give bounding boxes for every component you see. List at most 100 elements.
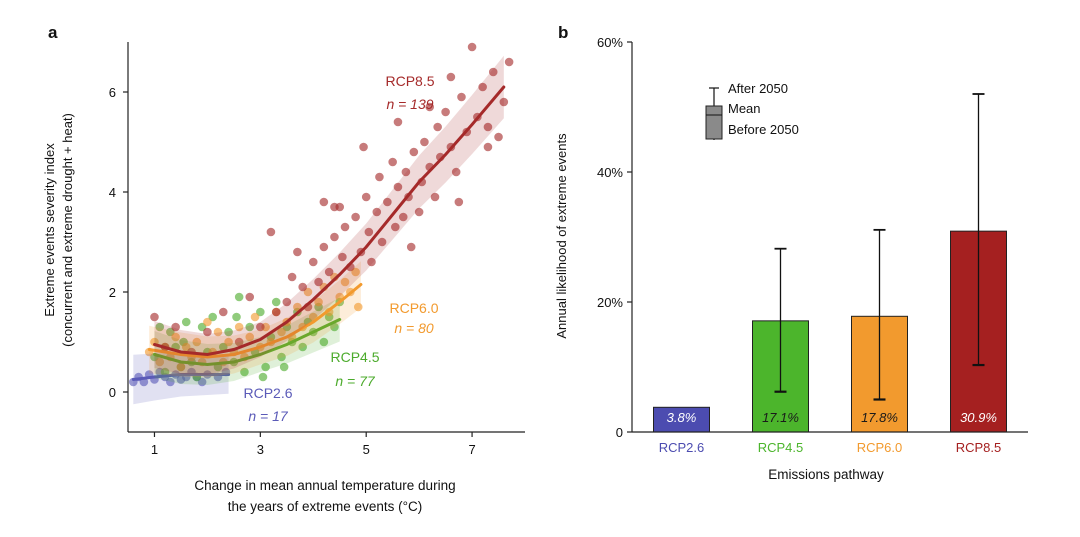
y-tick-label: 60% (597, 35, 623, 50)
scatter-point-rcp85 (478, 82, 487, 92)
scatter-point-rcp85 (504, 57, 514, 67)
scatter-point-rcp45 (330, 322, 339, 332)
scatter-point-rcp85 (388, 157, 397, 167)
y-tick-label: 2 (109, 285, 116, 300)
x-ticks-a: 1 3 5 7 (151, 432, 476, 457)
series-name-label: RCP4.5 (330, 349, 379, 365)
scatter-point-rcp60 (353, 302, 363, 312)
scatter-point-rcp45 (298, 342, 307, 352)
scatter-point-rcp60 (224, 337, 233, 347)
scatter-point-rcp45 (181, 317, 191, 327)
series-n-label: n = 80 (394, 320, 434, 336)
scatter-point-rcp60 (213, 327, 223, 337)
panel-b-label: b (558, 23, 568, 42)
scatter-point-rcp45 (234, 292, 244, 302)
x-category-label: RCP2.6 (659, 440, 705, 455)
x-tick-label: 5 (363, 442, 370, 457)
scatter-point-rcp85 (383, 197, 392, 207)
scatter-point-rcp85 (271, 307, 281, 317)
scatter-point-rcp85 (375, 172, 384, 182)
panel-a-label: a (48, 23, 58, 42)
scatter-point-rcp85 (330, 232, 339, 242)
scatter-point-rcp85 (406, 242, 416, 252)
bar-value-label: 3.8% (667, 410, 697, 425)
scatter-point-rcp85 (414, 207, 424, 217)
y-axis-label-line2: (concurrent and extreme drought + heat) (60, 113, 75, 347)
scatter-point-rcp60 (192, 337, 202, 347)
scatter-point-rcp85 (393, 117, 403, 127)
fit-line-rcp85 (153, 85, 506, 357)
scatter-point-rcp85 (150, 312, 159, 322)
scatter-point-rcp85 (377, 237, 387, 247)
series-n-label: n = 77 (335, 373, 376, 389)
scatter-point-rcp85 (425, 102, 435, 112)
scatter-point-rcp85 (314, 277, 323, 287)
scatter-panel: 0 2 4 6 1 3 5 7 RCP2.6 n = 17 RCP4.5 n = 77 RCP6.0… (42, 42, 525, 514)
scatter-point-rcp60 (176, 362, 186, 372)
bar-value-labels: 3.8% 17.1% 17.8% 30.9% (667, 410, 997, 425)
x-axis-label-b: Emissions pathway (768, 467, 884, 482)
scatter-point-rcp60 (203, 317, 212, 327)
scatter-point-rcp85 (245, 292, 255, 302)
scatter-point-rcp85 (499, 97, 509, 107)
x-tick-label: 7 (468, 442, 475, 457)
legend-mean: Mean (728, 101, 761, 116)
scatter-point-rcp45 (155, 322, 165, 332)
scatter-point-rcp85 (308, 257, 318, 267)
series-n-label: n = 139 (386, 96, 433, 112)
scatter-point-rcp85 (319, 197, 329, 207)
x-category-label: RCP8.5 (956, 440, 1002, 455)
scatter-point-rcp85 (393, 182, 403, 192)
scatter-point-rcp45 (271, 297, 281, 307)
scatter-point-rcp45 (277, 352, 286, 362)
scatter-point-rcp60 (155, 357, 165, 367)
scatter-point-rcp85 (409, 147, 419, 157)
x-category-label: RCP6.0 (857, 440, 903, 455)
scatter-point-rcp85 (451, 167, 461, 177)
scatter-point-rcp85 (330, 202, 339, 212)
series-name-label: RCP8.5 (385, 73, 434, 89)
legend: After 2050 Mean Before 2050 (705, 81, 799, 140)
scatter-point-rcp85 (340, 222, 350, 232)
scatter-point-rcp85 (391, 222, 400, 232)
y-axis-label-line1: Extreme events severity index (42, 143, 57, 317)
y-tick-label: 40% (597, 165, 623, 180)
scatter-point-rcp85 (433, 122, 442, 132)
scatter-point-rcp60 (340, 277, 350, 287)
y-tick-label: 20% (597, 295, 623, 310)
scatter-point-rcp45 (279, 362, 289, 372)
scatter-point-rcp85 (361, 192, 371, 202)
scatter-point-rcp26 (166, 377, 175, 387)
scatter-point-rcp85 (364, 227, 374, 237)
scatter-point-rcp85 (359, 142, 368, 152)
scatter-point-rcp45 (258, 372, 268, 382)
y-tick-label: 4 (109, 185, 116, 200)
scatter-point-rcp85 (430, 192, 440, 202)
scatter-point-rcp85 (457, 92, 466, 102)
x-axis-label-line1: Change in mean annual temperature during (194, 478, 455, 493)
scatter-point-rcp85 (454, 197, 464, 207)
scatter-point-rcp60 (171, 332, 180, 342)
scatter-point-rcp85 (488, 67, 498, 77)
series-name-label: RCP6.0 (389, 300, 438, 316)
fit-band-rcp85 (154, 55, 504, 375)
series-name-label: RCP2.6 (243, 385, 292, 401)
scatter-point-rcp60 (250, 312, 260, 322)
x-tick-label: 3 (257, 442, 264, 457)
y-tick-label: 6 (109, 85, 116, 100)
scatter-point-rcp85 (401, 167, 411, 177)
fit-curves (131, 55, 506, 405)
x-category-label: RCP4.5 (758, 440, 804, 455)
bar-value-label: 30.9% (960, 410, 997, 425)
x-ticks-b: RCP2.6 RCP4.5 RCP6.0 RCP8.5 (659, 440, 1002, 455)
scatter-point-rcp60 (234, 322, 244, 332)
x-axis-label-line2: the years of extreme events (°C) (228, 499, 422, 514)
scatter-point-rcp45 (319, 337, 329, 347)
scatter-point-rcp85 (467, 42, 477, 52)
bar-panel: 3.8% 17.1% 17.8% 30.9% 020%40%60% RCP2.6 RCP… (554, 35, 1028, 482)
scatter-point-rcp60 (245, 332, 255, 342)
scatter-point-rcp85 (218, 307, 228, 317)
scatter-point-rcp45 (160, 367, 170, 377)
legend-box (705, 105, 723, 140)
